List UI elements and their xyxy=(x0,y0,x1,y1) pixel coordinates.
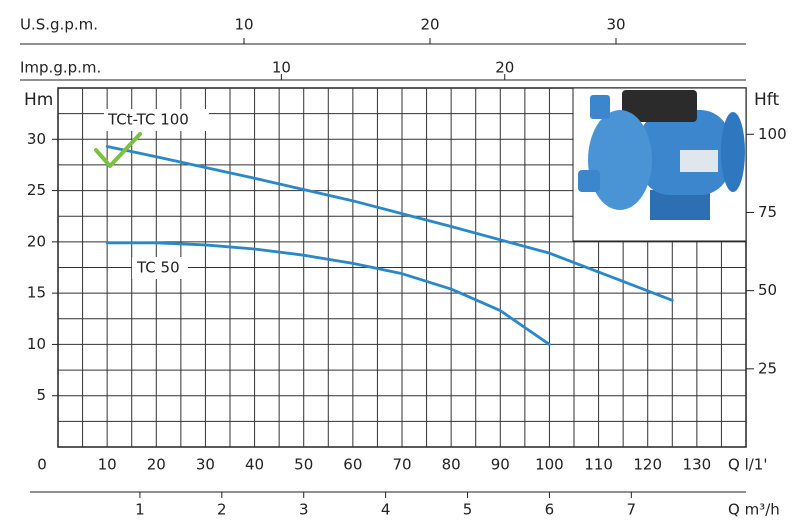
x-axis-label: Q l/1' xyxy=(728,456,767,474)
x-tick-label: 50 xyxy=(294,456,313,474)
y-tick-label: 25 xyxy=(27,181,46,199)
pump-photo xyxy=(572,87,747,242)
tick-label: 6 xyxy=(545,501,555,519)
y2-tick-label: 75 xyxy=(758,203,777,221)
tick-label: 2 xyxy=(217,501,227,519)
x-tick-label: 10 xyxy=(98,456,117,474)
top-axis-1-label: U.S.g.p.m. xyxy=(20,16,98,34)
label-bg xyxy=(104,109,209,131)
y2-tick-label: 50 xyxy=(758,281,777,299)
x-tick-label: 30 xyxy=(196,456,215,474)
y-tick-label: 30 xyxy=(27,130,46,148)
x-tick-label: 70 xyxy=(392,456,411,474)
y2-axis-label: Hft xyxy=(754,90,779,110)
x-tick-label: 20 xyxy=(147,456,166,474)
label-bg xyxy=(132,257,188,279)
tick-label: 1 xyxy=(135,501,145,519)
series-line xyxy=(105,241,551,346)
y-tick-label: 20 xyxy=(27,232,46,250)
tick-label: 30 xyxy=(606,16,625,34)
series-label: TCt-TC 100 xyxy=(107,111,189,129)
x-tick-label: 0 xyxy=(37,456,47,474)
x-tick-label: 60 xyxy=(343,456,362,474)
tick-label: 5 xyxy=(463,501,473,519)
x-tick-label: 100 xyxy=(535,456,564,474)
y-tick-label: 15 xyxy=(27,284,46,302)
check-mark xyxy=(94,132,142,168)
y2-tick-label: 100 xyxy=(758,125,787,143)
tick-label: 20 xyxy=(420,16,439,34)
x-tick-label: 110 xyxy=(584,456,613,474)
y2-tick-label: 25 xyxy=(758,359,777,377)
tick-label: 4 xyxy=(381,501,391,519)
y-tick-label: 10 xyxy=(27,335,46,353)
series-line xyxy=(105,145,674,302)
x-tick-label: 130 xyxy=(683,456,712,474)
x-tick-label: 40 xyxy=(245,456,264,474)
y-tick-label: 5 xyxy=(36,386,46,404)
x-tick-label: 120 xyxy=(633,456,662,474)
tick-label: 20 xyxy=(495,59,514,77)
tick-label: 7 xyxy=(627,501,637,519)
series-label: TC 50 xyxy=(136,259,180,277)
tick-label: 10 xyxy=(234,16,253,34)
x-tick-label: 80 xyxy=(442,456,461,474)
x-tick-label: 90 xyxy=(491,456,510,474)
tick-label: 3 xyxy=(299,501,309,519)
bottom-axis-2-label: Q m³/h xyxy=(728,501,780,519)
y-axis-label: Hm xyxy=(24,90,53,110)
tick-label: 10 xyxy=(272,59,291,77)
top-axis-2-label: Imp.g.p.m. xyxy=(20,59,101,77)
